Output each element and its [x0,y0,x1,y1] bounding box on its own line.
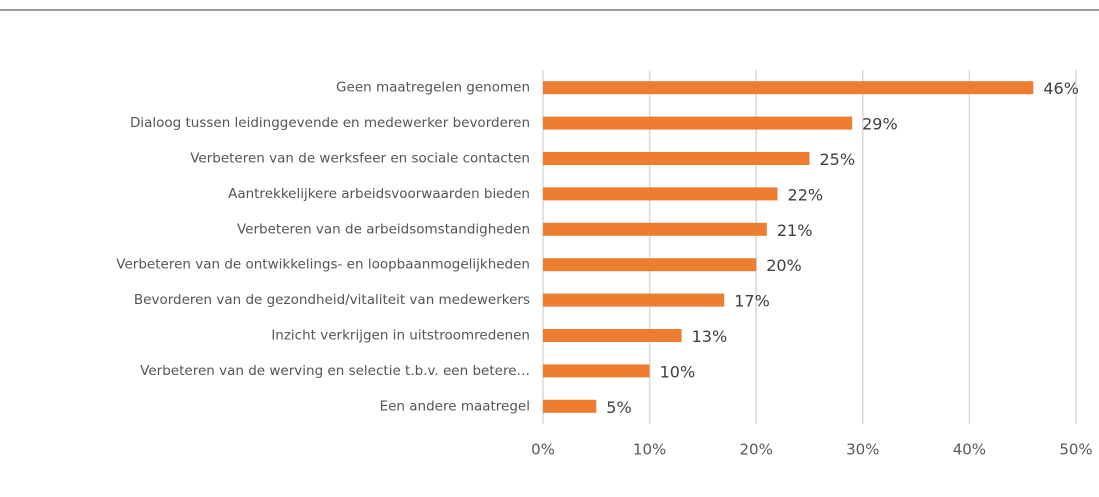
x-tick-label: 30% [846,441,879,459]
bar [543,329,682,342]
x-tick-label: 0% [531,441,555,459]
bar [543,152,810,165]
y-tick-label: Dialoog tussen leidinggevende en medewer… [130,115,530,131]
value-label: 21% [777,221,813,240]
bar [543,399,597,413]
value-label: 46% [1043,79,1079,98]
value-label: 13% [692,327,728,346]
y-tick-label: Een andere maatregel [380,398,530,414]
value-label: 17% [734,292,770,311]
y-tick-label: Verbeteren van de ontwikkelings- en loop… [116,257,530,273]
bar [543,187,778,201]
bar [543,116,853,130]
bar [543,364,650,378]
value-label: 5% [606,398,631,417]
y-tick-label: Inzicht verkrijgen in uitstroomredenen [271,328,530,344]
y-tick-label: Verbeteren van de werksfeer en sociale c… [190,151,530,167]
y-tick-label: Aantrekkelijkere arbeidsvoorwaarden bied… [228,186,530,202]
bar [543,81,1034,95]
value-label: 25% [820,150,856,169]
value-label: 10% [660,362,696,381]
y-tick-label: Verbeteren van de werving en selectie t.… [140,363,530,379]
value-label: 29% [862,115,898,134]
bar [543,222,767,236]
bar [543,258,757,272]
bar [543,293,725,307]
y-tick-label: Bevorderen van de gezondheid/vitaliteit … [134,292,530,308]
y-tick-label: Verbeteren van de arbeidsomstandigheden [237,221,530,237]
value-label: 22% [788,185,824,204]
x-tick-label: 40% [953,441,986,459]
x-tick-label: 10% [633,441,666,459]
x-tick-label: 20% [740,441,773,459]
value-label: 20% [766,256,802,275]
y-tick-label: Geen maatregelen genomen [336,80,530,96]
x-tick-label: 50% [1059,441,1092,459]
